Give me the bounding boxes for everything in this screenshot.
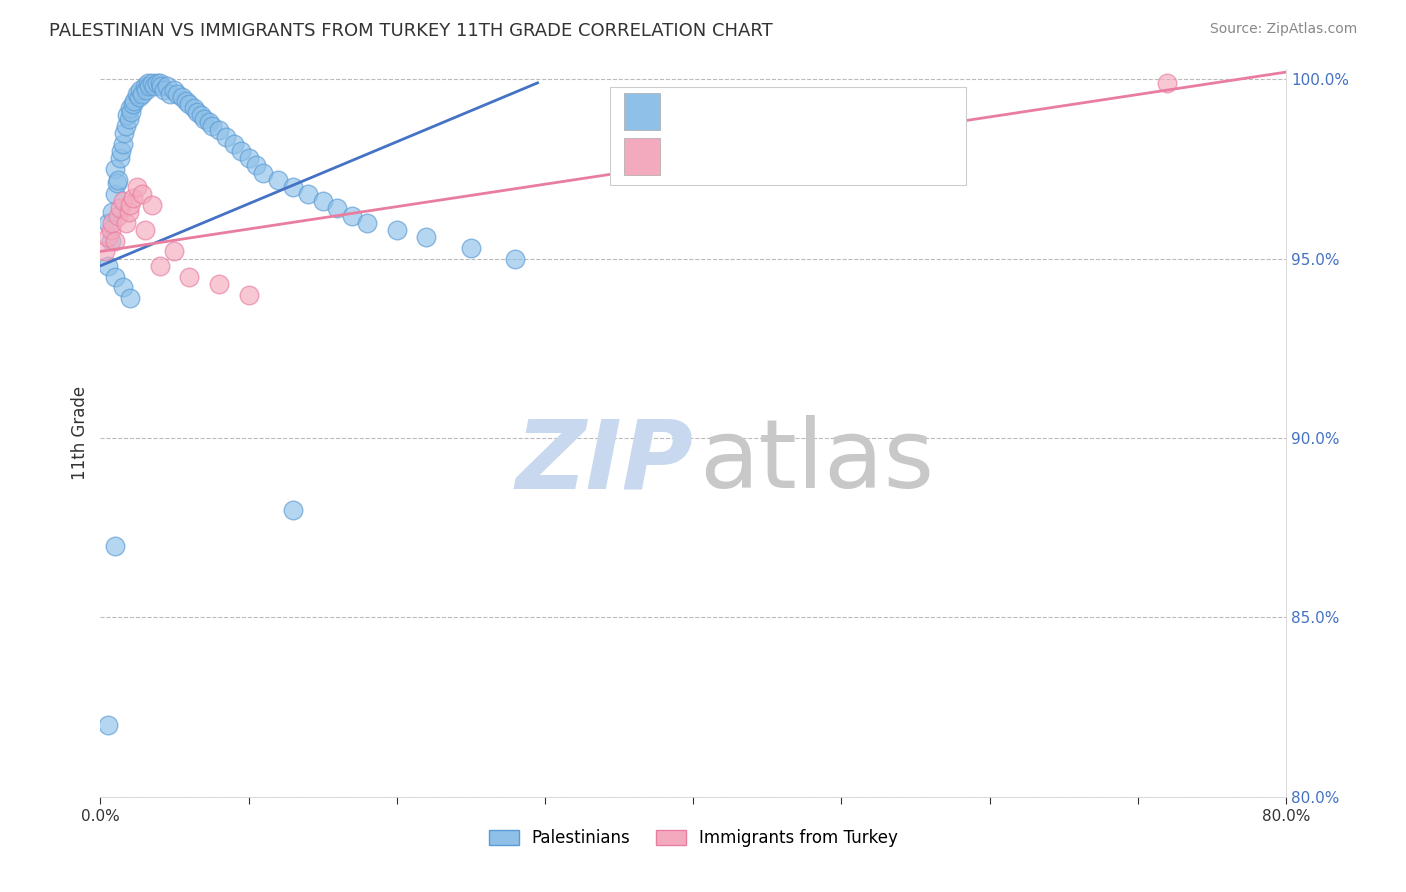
- Point: [107, 172, 129, 186]
- Point: [124, 94, 146, 108]
- Point: [183, 101, 205, 115]
- Point: [281, 180, 304, 194]
- Point: [107, 209, 129, 223]
- Point: [118, 291, 141, 305]
- Point: [356, 216, 378, 230]
- Point: [190, 108, 212, 122]
- Point: [505, 252, 527, 266]
- Point: [156, 79, 179, 94]
- Y-axis label: 11th Grade: 11th Grade: [72, 385, 89, 480]
- Point: [297, 187, 319, 202]
- Point: [115, 108, 138, 122]
- Point: [117, 205, 139, 219]
- Point: [245, 158, 267, 172]
- Point: [97, 718, 120, 732]
- Point: [197, 115, 219, 129]
- Text: ZIP: ZIP: [515, 416, 693, 508]
- Point: [208, 122, 231, 136]
- Point: [342, 209, 364, 223]
- Point: [118, 101, 141, 115]
- Point: [153, 83, 176, 97]
- Point: [215, 129, 238, 144]
- Point: [166, 87, 188, 101]
- Point: [100, 223, 122, 237]
- Point: [415, 230, 437, 244]
- Point: [163, 244, 186, 259]
- Point: [208, 277, 231, 291]
- Point: [127, 180, 149, 194]
- Point: [311, 194, 333, 209]
- Point: [108, 151, 131, 165]
- Point: [176, 94, 198, 108]
- Point: [111, 136, 134, 151]
- Point: [385, 223, 408, 237]
- Point: [134, 79, 156, 94]
- Point: [238, 151, 260, 165]
- Point: [104, 269, 127, 284]
- Point: [193, 112, 215, 126]
- Point: [200, 119, 222, 133]
- Point: [326, 202, 349, 216]
- Point: [149, 76, 172, 90]
- Point: [138, 79, 160, 94]
- Point: [1156, 76, 1178, 90]
- Point: [97, 259, 120, 273]
- Point: [112, 126, 135, 140]
- Point: [114, 119, 136, 133]
- Point: [104, 539, 127, 553]
- Point: [145, 76, 167, 90]
- Point: [94, 244, 117, 259]
- Point: [127, 87, 149, 101]
- Point: [128, 90, 150, 104]
- Legend: Palestinians, Immigrants from Turkey: Palestinians, Immigrants from Turkey: [482, 822, 904, 854]
- Point: [141, 76, 163, 90]
- Point: [100, 234, 122, 248]
- Point: [117, 112, 139, 126]
- Text: Source: ZipAtlas.com: Source: ZipAtlas.com: [1209, 22, 1357, 37]
- Point: [114, 216, 136, 230]
- Point: [122, 191, 145, 205]
- Point: [141, 198, 163, 212]
- Point: [101, 216, 124, 230]
- Point: [252, 165, 274, 179]
- Point: [170, 90, 193, 104]
- Point: [150, 79, 173, 94]
- Point: [238, 287, 260, 301]
- Point: [179, 97, 201, 112]
- Point: [179, 269, 201, 284]
- Point: [135, 83, 157, 97]
- Point: [122, 97, 145, 112]
- Point: [136, 76, 159, 90]
- Point: [105, 177, 128, 191]
- Point: [159, 87, 181, 101]
- Point: [267, 172, 290, 186]
- Text: PALESTINIAN VS IMMIGRANTS FROM TURKEY 11TH GRADE CORRELATION CHART: PALESTINIAN VS IMMIGRANTS FROM TURKEY 11…: [49, 22, 773, 40]
- Point: [101, 205, 124, 219]
- Point: [111, 280, 134, 294]
- Point: [121, 104, 143, 119]
- Point: [129, 83, 152, 97]
- Text: atlas: atlas: [699, 416, 934, 508]
- Point: [104, 234, 127, 248]
- Point: [108, 202, 131, 216]
- Point: [97, 230, 120, 244]
- Point: [111, 194, 134, 209]
- Point: [110, 144, 132, 158]
- Point: [163, 83, 186, 97]
- Point: [104, 161, 127, 176]
- Point: [281, 502, 304, 516]
- Point: [131, 87, 153, 101]
- Point: [149, 259, 172, 273]
- Point: [186, 104, 208, 119]
- Point: [134, 223, 156, 237]
- Point: [131, 187, 153, 202]
- Point: [104, 187, 127, 202]
- Point: [142, 79, 165, 94]
- Point: [231, 144, 253, 158]
- Point: [460, 241, 482, 255]
- Point: [118, 198, 141, 212]
- Point: [97, 216, 120, 230]
- Point: [222, 136, 245, 151]
